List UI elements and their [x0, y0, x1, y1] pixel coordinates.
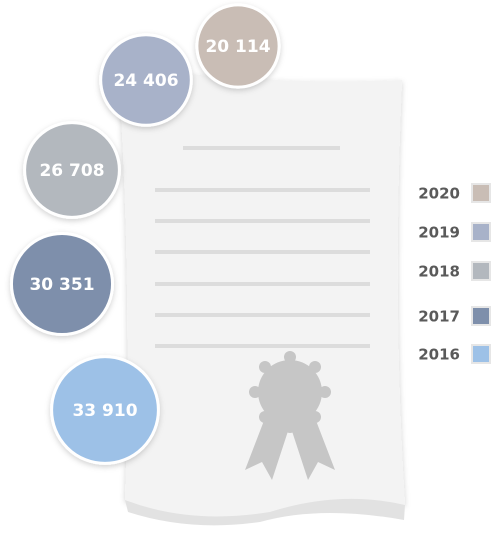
legend-swatch: [471, 261, 491, 281]
legend-label: 2017: [418, 308, 460, 326]
value-label: 33 910: [72, 401, 137, 421]
legend-label: 2016: [418, 346, 460, 364]
bubble: [23, 121, 121, 219]
legend-swatch: [471, 344, 491, 364]
legend-swatch: [471, 183, 491, 203]
bubble: [50, 355, 160, 465]
value-label: 20 114: [205, 37, 270, 57]
legend-swatch: [471, 222, 491, 242]
legend-label: 2018: [418, 263, 460, 281]
legend-swatch: [471, 306, 491, 326]
bubble: [9, 231, 115, 337]
rosette: [245, 351, 335, 480]
certificate: [120, 70, 405, 526]
legend-label: 2019: [418, 224, 460, 242]
bubble: [195, 3, 281, 89]
legend-label: 2020: [418, 185, 460, 203]
value-label: 26 708: [39, 161, 104, 181]
value-label: 30 351: [29, 275, 94, 295]
value-label: 24 406: [113, 71, 178, 91]
bubble: [99, 33, 193, 127]
